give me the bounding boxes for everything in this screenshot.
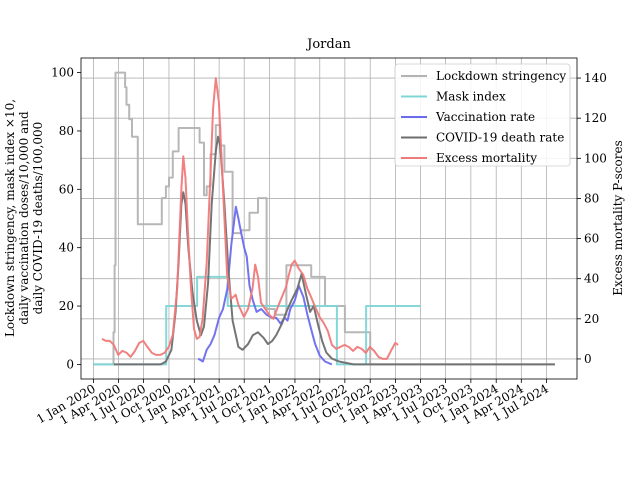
y-right-tick-label: 0 [584,352,592,366]
series-line-vaccination [197,205,333,366]
y-right-tick-label: 40 [584,272,599,286]
left-axis: 0 20 40 60 80 100 [51,66,81,371]
left-axis-label-line: Lockdown stringency, mask index ×10, [3,99,17,337]
legend-label-deaths: COVID-19 death rate [436,131,564,145]
legend-label-excess: Excess mortality [436,151,537,165]
y-right-tick-label: 120 [584,111,607,125]
legend-label-vaccination: Vaccination rate [435,110,535,124]
series-line-deaths [113,135,555,366]
legend: Lockdown stringency Mask index Vaccination… [394,63,571,167]
chart-title: Jordan [305,37,351,52]
legend-label-mask: Mask index [436,90,506,104]
y-right-tick-label: 80 [584,191,599,205]
y-left-tick-label: 100 [51,66,74,80]
y-left-tick-label: 80 [59,124,74,138]
plot-frame [80,57,578,380]
left-axis-label: Lockdown stringency, mask index ×10, dail… [3,99,45,337]
left-axis-label-line: daily vaccination doses/10,000 and [17,111,31,325]
y-left-tick-label: 20 [59,299,74,313]
y-right-tick-label: 60 [584,232,599,246]
right-axis: 0 20 40 60 80 100 120 140 [577,71,607,366]
y-right-tick-label: 100 [584,151,607,165]
legend-label-stringency: Lockdown stringency [436,69,566,83]
y-right-tick-label: 20 [584,312,599,326]
series-line-excess [101,77,399,360]
right-axis-label: Excess mortality P-scores [611,140,625,295]
series-layer [93,71,555,366]
left-axis-label-line: daily COVID-19 deaths/100,000 [31,122,45,315]
y-left-tick-label: 60 [59,182,74,196]
y-right-tick-label: 140 [584,71,607,85]
legend-box [394,63,571,167]
series-line-stringency [93,71,555,366]
y-left-tick-label: 0 [66,357,74,371]
y-left-tick-label: 40 [59,241,74,255]
